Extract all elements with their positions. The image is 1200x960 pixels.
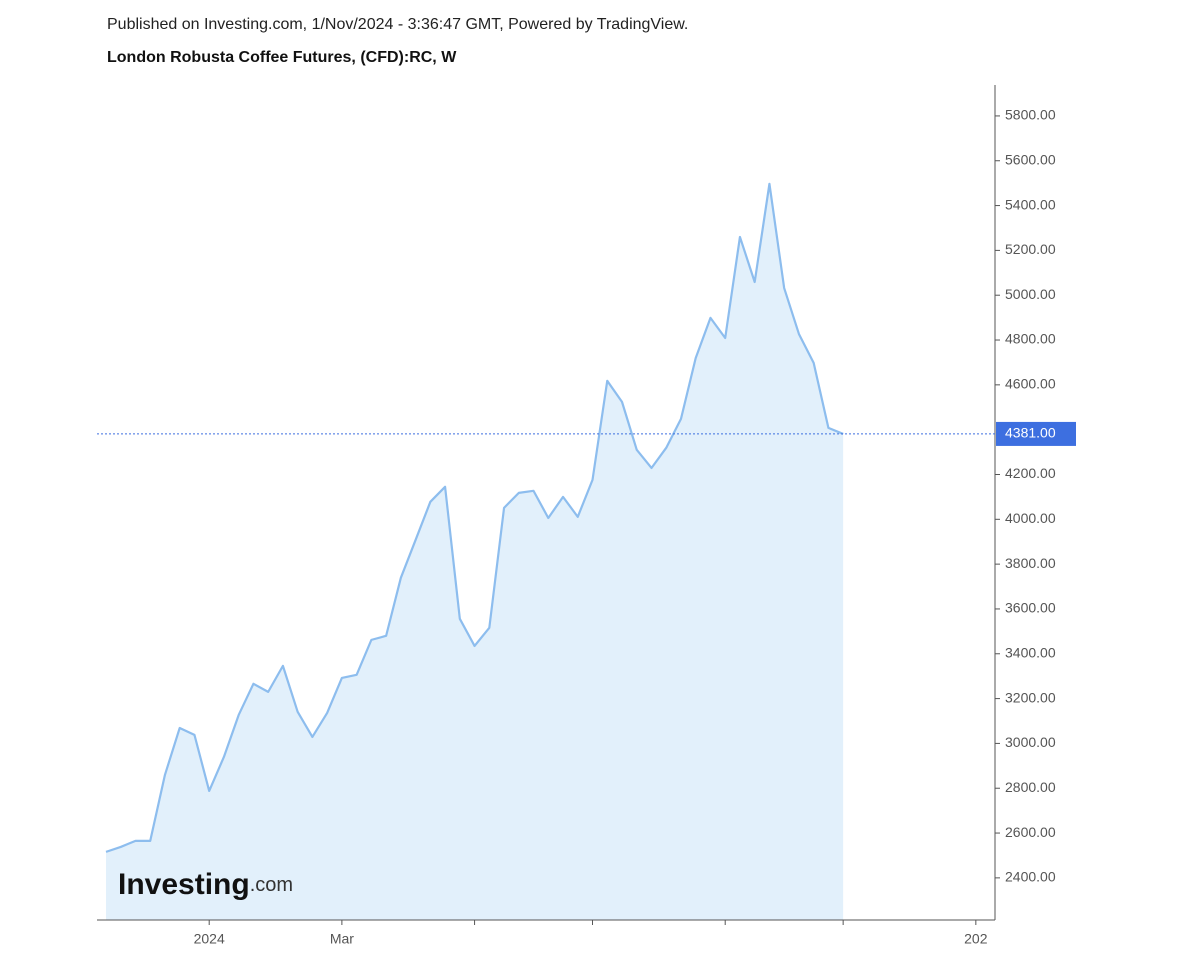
y-tick-label: 4800.00 [1005,331,1056,347]
y-tick-label: 3800.00 [1005,555,1056,571]
y-tick-label: 3000.00 [1005,734,1056,750]
y-tick-label: 4000.00 [1005,510,1056,526]
y-tick-label: 3600.00 [1005,600,1056,616]
y-tick-label: 4600.00 [1005,376,1056,392]
last-price-label: 4381.00 [1005,425,1056,441]
price-line [105,182,844,853]
y-tick-label: 5000.00 [1005,286,1056,302]
y-tick-label: 2800.00 [1005,779,1056,795]
y-tick-label: 2400.00 [1005,869,1056,885]
last-price-box [996,421,1076,446]
y-tick-label: 5400.00 [1005,196,1056,212]
watermark: Investing.com [118,868,293,901]
watermark-suffix: .com [250,874,293,896]
source-note: Published on Investing.com, 1/Nov/2024 -… [107,16,688,33]
x-tick-label: 2024 [194,931,225,947]
x-tick-label: Mar [330,931,354,947]
y-tick-label: 5600.00 [1005,151,1056,167]
watermark-name: Investing [118,868,250,901]
y-tick-label: 3200.00 [1005,689,1056,705]
y-tick-label: 4200.00 [1005,465,1056,481]
chart-title: London Robusta Coffee Futures, (CFD):RC,… [107,49,457,66]
y-tick-label: 5200.00 [1005,241,1056,257]
area [105,183,844,921]
y-tick-label: 3400.00 [1005,644,1056,660]
y-tick-label: 5800.00 [1005,107,1056,123]
x-tick-label: 202 [964,931,988,947]
y-tick-label: 2600.00 [1005,824,1056,840]
